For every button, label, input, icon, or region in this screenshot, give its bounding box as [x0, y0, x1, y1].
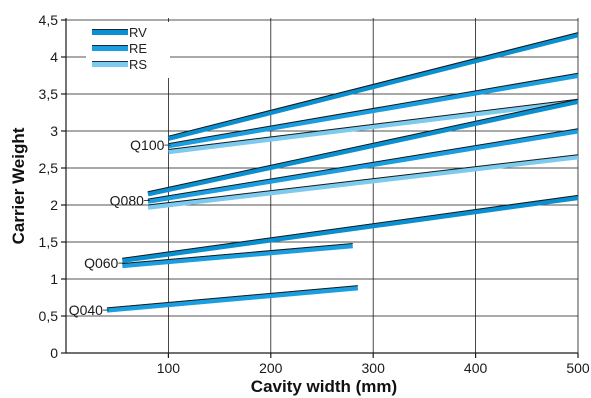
series-outline — [147, 128, 579, 200]
series-line-q060-re — [122, 243, 353, 269]
series-band — [147, 98, 579, 197]
series-band — [121, 195, 579, 263]
y-tick-labels: 0 0,5 1 1,5 2 2,5 3 3,5 4 4,5 — [39, 12, 66, 361]
series-line-q080-re — [147, 128, 579, 204]
series-band — [147, 128, 579, 204]
group-label-q040: Q040 — [69, 302, 103, 318]
series-line-q080-rs — [147, 154, 579, 210]
series-outline — [122, 194, 579, 259]
series-line-q100-rv — [167, 32, 579, 141]
series-band — [122, 243, 353, 269]
legend-item-rs: RS — [92, 57, 147, 72]
group-label-q060: Q060 — [84, 255, 118, 271]
series-lines — [106, 32, 579, 313]
legend-label: RS — [129, 57, 147, 72]
x-tick-label: 300 — [362, 360, 386, 376]
y-tick-label: 2,5 — [39, 160, 59, 176]
legend-item-rv: RV — [92, 25, 147, 40]
x-tick-label: 500 — [566, 360, 590, 376]
x-tick-label: 100 — [157, 360, 181, 376]
series-band — [106, 285, 359, 313]
series-band — [167, 32, 579, 141]
legend-label: RE — [129, 41, 147, 56]
legend-item-re: RE — [92, 41, 147, 56]
series-line-q060-rv — [121, 194, 579, 263]
x-tick-labels: 100 200 300 400 500 — [157, 353, 590, 376]
x-tick-label: 200 — [259, 360, 283, 376]
y-tick-label: 2 — [50, 197, 58, 213]
y-tick-label: 3,5 — [39, 86, 59, 102]
series-band — [147, 154, 579, 210]
series-outline — [122, 243, 353, 264]
y-tick-label: 1 — [50, 271, 58, 287]
group-labels: Q100 Q080 Q060 Q040 — [69, 137, 171, 318]
y-axis-title: Carrier Weight — [9, 127, 28, 244]
series-outline — [106, 285, 358, 309]
series-line-q040-re — [106, 285, 359, 313]
series-outline — [147, 98, 579, 193]
series-line-q100-re — [167, 72, 579, 149]
series-band — [167, 73, 579, 149]
x-tick-label: 400 — [464, 360, 488, 376]
series-line-q080-rv — [147, 98, 579, 197]
y-tick-label: 1,5 — [39, 234, 59, 250]
series-line-q100-rs — [168, 98, 579, 155]
y-tick-label: 0,5 — [39, 308, 59, 324]
series-outline — [168, 98, 579, 151]
legend-label: RV — [129, 25, 147, 40]
group-label-q080: Q080 — [110, 193, 144, 209]
y-tick-label: 0 — [50, 345, 58, 361]
series-outline — [147, 154, 579, 206]
series-outline — [168, 32, 579, 137]
y-tick-label: 4,5 — [39, 12, 59, 28]
axes — [65, 18, 578, 354]
group-label-q100: Q100 — [130, 137, 164, 153]
series-band — [168, 98, 579, 155]
y-tick-label: 3 — [50, 123, 58, 139]
series-outline — [168, 72, 579, 145]
x-axis-title: Cavity width (mm) — [251, 377, 397, 396]
y-tick-label: 4 — [50, 49, 58, 65]
